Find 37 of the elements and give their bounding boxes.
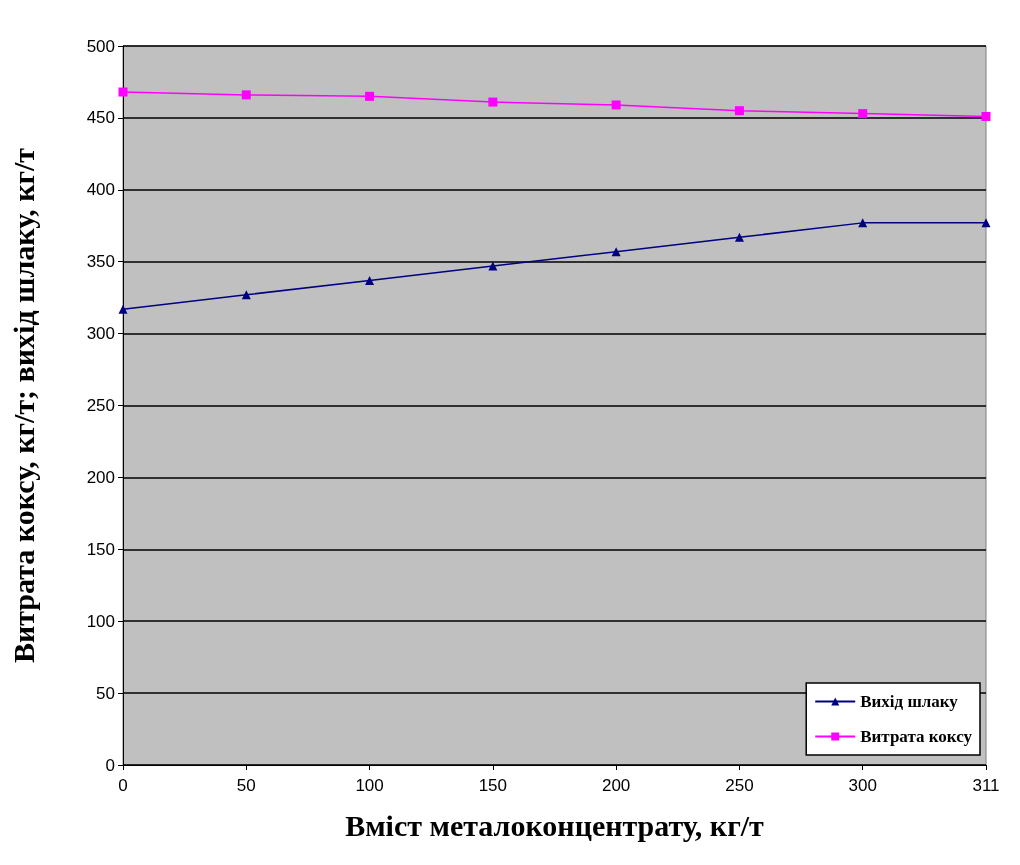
point xyxy=(118,304,128,314)
x-tick-label: 311 xyxy=(972,776,1000,795)
point xyxy=(488,97,498,107)
point xyxy=(365,91,375,101)
y-tick-label: 400 xyxy=(86,180,115,200)
x-tick-label: 50 xyxy=(236,776,256,795)
point xyxy=(365,275,375,285)
legend-label: Витрата коксу xyxy=(860,727,973,746)
point xyxy=(734,232,744,242)
point xyxy=(611,100,621,110)
y-tick-label: 300 xyxy=(86,324,115,344)
point xyxy=(734,106,744,116)
x-tick-label: 0 xyxy=(118,776,128,795)
x-tick-label: 100 xyxy=(355,776,384,795)
point xyxy=(241,90,251,100)
point xyxy=(981,218,991,228)
y-axis-title: Витрата коксу, кг/т; вихід шлаку, кг/т xyxy=(6,147,40,664)
x-tick-label: 200 xyxy=(601,776,631,795)
point xyxy=(488,261,498,271)
y-tick-label: 450 xyxy=(86,108,115,128)
y-tick-label: 500 xyxy=(86,36,115,56)
y-tick-label: 200 xyxy=(86,467,115,487)
x-tick-label: 250 xyxy=(725,776,754,795)
point xyxy=(611,247,621,257)
y-tick-label: 150 xyxy=(86,539,115,559)
point xyxy=(981,111,991,121)
point xyxy=(118,87,128,97)
y-tick-label: 50 xyxy=(96,683,115,703)
x-tick-label: 300 xyxy=(848,776,877,795)
point xyxy=(858,109,868,119)
y-tick-label: 250 xyxy=(86,396,115,415)
x-tick-label: 150 xyxy=(478,776,508,795)
y-tick-label: 0 xyxy=(105,755,115,775)
y-tick-label: 350 xyxy=(86,252,115,272)
x-axis-title: Вміст металоконцентрату, кг/т xyxy=(345,808,765,842)
y-tick-label: 100 xyxy=(86,611,115,631)
legend-label: Вихід шлаку xyxy=(860,692,959,711)
